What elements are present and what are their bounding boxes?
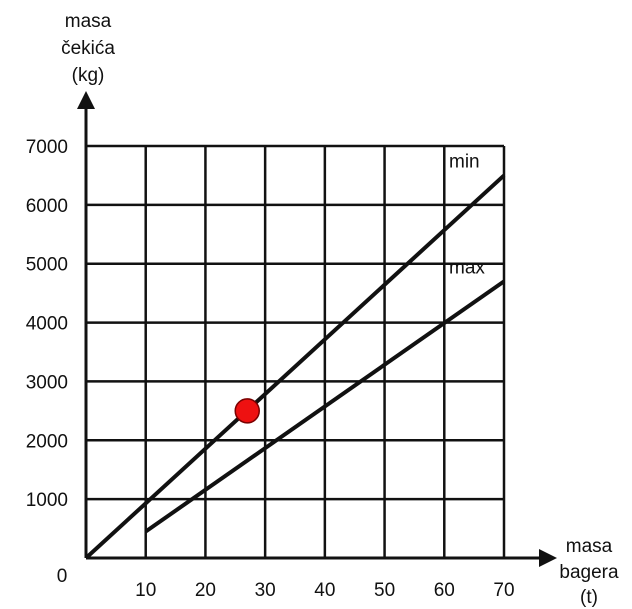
x-tick-label-10: 10	[135, 580, 156, 601]
y-tick-label-3000: 3000	[26, 372, 68, 393]
y-tick-label-5000: 5000	[26, 255, 68, 276]
x-axis-title-line2: bagera	[559, 562, 619, 583]
x-axis-title-line1: masa	[566, 536, 613, 557]
labels-group: 1000 2000 3000 4000 5000 6000 7000 10 20 30 40 50 60…	[26, 137, 515, 601]
y-tick-label-1000: 1000	[26, 490, 68, 511]
origin-label: 0	[57, 566, 68, 587]
y-axis-title-line3: (kg)	[72, 65, 105, 86]
x-tick-label-70: 70	[493, 580, 514, 601]
series-label-max: max	[449, 257, 485, 278]
marker-point	[234, 398, 260, 424]
axes	[77, 91, 557, 567]
y-tick-label-7000: 7000	[26, 137, 68, 158]
y-axis-title-line2: čekića	[61, 38, 115, 59]
x-tick-label-20: 20	[195, 580, 216, 601]
grid	[86, 144, 506, 558]
x-tick-label-60: 60	[434, 580, 455, 601]
series-label-min: min	[449, 151, 480, 172]
y-tick-label-2000: 2000	[26, 431, 68, 452]
series-group	[84, 173, 506, 560]
x-tick-label-30: 30	[255, 580, 276, 601]
series-line-min	[84, 173, 506, 560]
x-axis-title-line3: (t)	[580, 587, 598, 608]
series-line-max	[144, 279, 506, 534]
x-tick-label-40: 40	[314, 580, 335, 601]
y-tick-label-6000: 6000	[26, 196, 68, 217]
y-axis-title-line1: masa	[65, 11, 112, 32]
y-tick-label-4000: 4000	[26, 314, 68, 335]
x-tick-label-50: 50	[374, 580, 395, 601]
